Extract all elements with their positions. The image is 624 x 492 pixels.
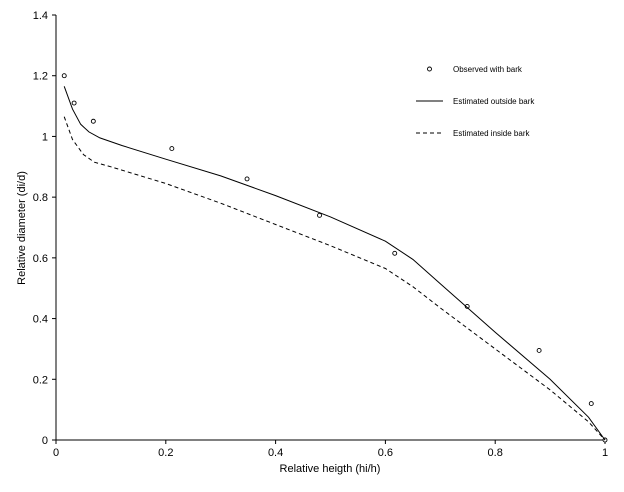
legend-marker xyxy=(427,66,432,72)
y-tick-label: 0.4 xyxy=(33,314,48,326)
y-tick-label: 0.2 xyxy=(33,374,48,386)
x-tick-label: 0 xyxy=(53,447,59,459)
y-tick-label: 1.4 xyxy=(33,10,48,22)
y-tick-label: 0.8 xyxy=(33,192,48,204)
legend: Observed with bark Estimated outside bark… xyxy=(416,65,535,138)
observed-point xyxy=(71,100,77,106)
observed-point xyxy=(61,73,67,79)
y-tick-label: 1 xyxy=(42,131,48,143)
observed-point xyxy=(392,250,398,256)
series-layer xyxy=(61,73,608,443)
x-tick-label: 0.8 xyxy=(488,447,503,459)
observed-point xyxy=(588,401,594,407)
observed-point xyxy=(244,176,250,182)
estimated-outside-line xyxy=(63,86,606,441)
legend-label: Estimated outside bark xyxy=(453,97,535,106)
x-tick-label: 0.2 xyxy=(158,447,173,459)
x-tick-label: 1 xyxy=(602,447,608,459)
y-axis-title: Relative diameter (di/d) xyxy=(16,171,28,285)
observed-point xyxy=(317,212,322,218)
x-axis-title: Relative heigth (hi/h) xyxy=(280,463,381,475)
x-tick-label: 0.4 xyxy=(268,447,283,459)
observed-point xyxy=(536,347,542,353)
legend-label: Estimated inside bark xyxy=(453,129,530,138)
y-tick-label: 0 xyxy=(42,435,48,447)
observed-point xyxy=(464,303,470,309)
observed-point xyxy=(90,118,96,124)
observed-point xyxy=(169,146,175,152)
x-tick-label: 0.6 xyxy=(378,447,393,459)
axes: 0 0.2 0.4 0.6 0.8 1 1.2 1.4 0 0.2 0.4 0.6 0.8 1 xyxy=(33,10,608,459)
legend-label: Observed with bark xyxy=(453,65,523,74)
y-tick-label: 0.6 xyxy=(33,253,48,265)
y-tick-label: 1.2 xyxy=(33,71,48,83)
estimated-inside-line xyxy=(63,116,606,441)
